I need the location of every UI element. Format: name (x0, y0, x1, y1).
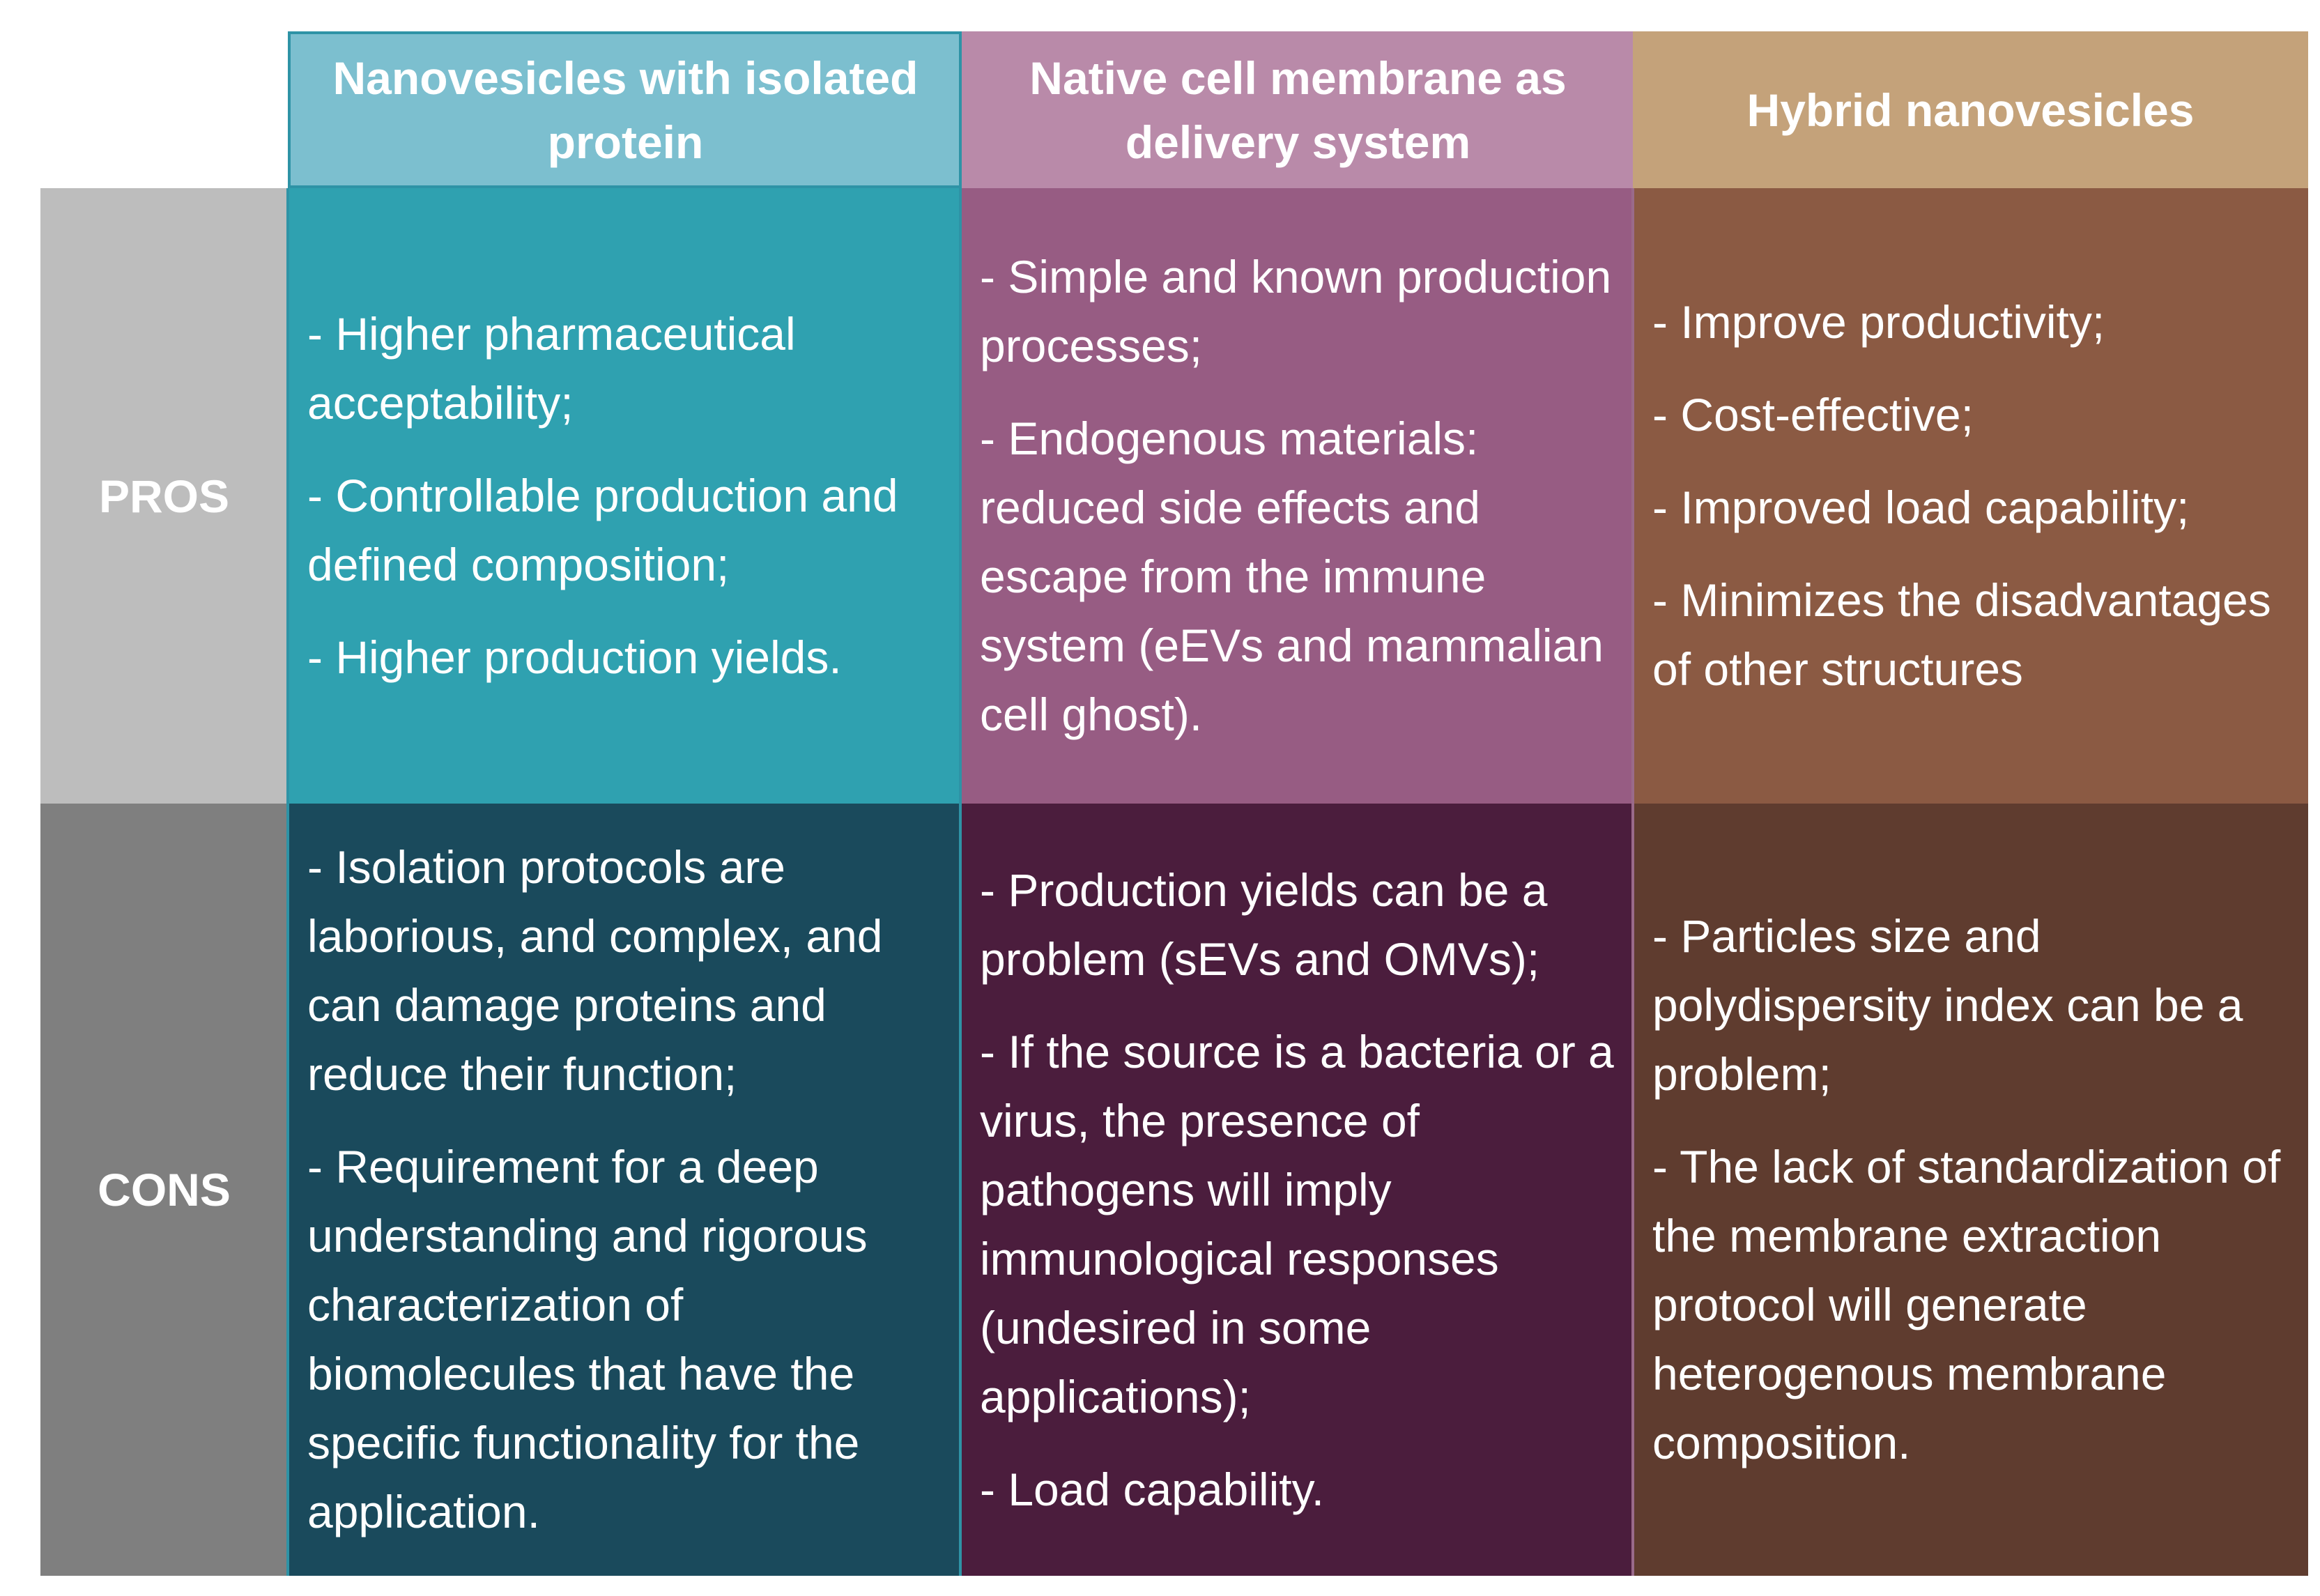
list-item: - Improved load capability; (1652, 482, 2190, 533)
pros-hybrid-nanovesicles-cell: - Improve productivity; - Cost-effective… (1633, 188, 2308, 804)
list-item: - Controllable production and defined co… (307, 470, 898, 590)
list-item: - Cost-effective; (1652, 389, 1974, 440)
pros-native-cell-membrane-cell: - Simple and known production processes;… (960, 188, 1633, 804)
list-item: - Minimizes the disadvantages of other s… (1652, 574, 2271, 695)
row-label-cons: CONS (40, 804, 288, 1576)
column-divider (1631, 188, 1634, 1576)
list-item: - Improve productivity; (1652, 296, 2105, 348)
row-label-text: PROS (98, 470, 230, 522)
cons-isolated-protein-cell: - Isolation protocols are laborious, and… (288, 804, 960, 1576)
list-item: - Particles size and polydispersity inde… (1652, 910, 2243, 1100)
cons-native-cell-membrane-cell: - Production yields can be a problem (sE… (960, 804, 1633, 1576)
row-label-text: CONS (98, 1164, 231, 1215)
list-item: - Load capability. (980, 1463, 1325, 1515)
list-item: - Production yields can be a problem (sE… (980, 864, 1548, 985)
list-item: - Higher pharmaceutical acceptability; (307, 308, 796, 429)
list-item: - Simple and known production processes; (980, 251, 1612, 371)
row-label-pros: PROS (40, 188, 288, 804)
list-item: - Requirement for a deep understanding a… (307, 1141, 868, 1537)
list-item: - If the source is a bacteria or a virus… (980, 1025, 1614, 1422)
pros-isolated-protein-cell: - Higher pharmaceutical acceptability; -… (288, 188, 960, 804)
cons-hybrid-nanovesicles-cell: - Particles size and polydispersity inde… (1633, 804, 2308, 1576)
list-item: - The lack of standardization of the mem… (1652, 1141, 2281, 1468)
list-item: - Higher production yields. (307, 631, 842, 683)
header-label: Hybrid nanovesicles (1746, 84, 2195, 136)
column-divider (959, 31, 962, 1576)
header-native-cell-membrane: Native cell membrane as delivery system (960, 31, 1636, 188)
column-divider (286, 188, 289, 1576)
header-hybrid-nanovesicles: Hybrid nanovesicles (1633, 31, 2308, 188)
list-item: - Endogenous materials: reduced side eff… (980, 413, 1604, 740)
header-label: Nanovesicles with isolated protein (332, 52, 919, 168)
list-item: - Isolation protocols are laborious, and… (307, 841, 883, 1100)
header-isolated-protein: Nanovesicles with isolated protein (288, 31, 963, 188)
header-label: Native cell membrane as delivery system (1029, 52, 1567, 168)
